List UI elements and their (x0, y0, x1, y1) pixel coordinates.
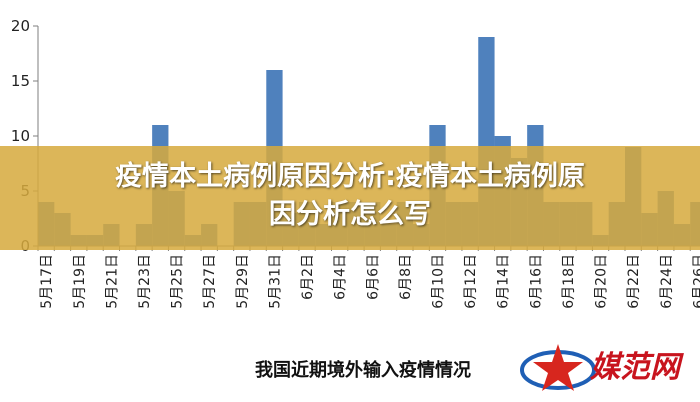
x-tick-label: 6月10日 (430, 254, 446, 309)
x-tick-label: 5月21日 (104, 254, 120, 309)
x-tick-label: 5月27日 (202, 254, 218, 309)
banner-title-line-1: 疫情本土病例原因分析:疫情本土病例原 (115, 161, 585, 192)
watermark-text: 媒范网 (590, 350, 680, 385)
x-tick-label: 6月8日 (398, 254, 414, 300)
x-tick-label: 6月18日 (561, 254, 577, 309)
x-tick-label: 6月26日 (691, 254, 700, 309)
x-tick-label: 5月29日 (235, 254, 251, 309)
x-tick-label: 6月22日 (626, 254, 642, 309)
title-banner (0, 146, 700, 250)
x-tick-label: 6月4日 (333, 254, 349, 300)
x-tick-label: 5月17日 (39, 254, 55, 309)
x-tick-label: 6月6日 (365, 254, 381, 300)
x-tick-label: 6月2日 (300, 254, 316, 300)
banner-title-line-2: 因分析怎么写 (269, 199, 431, 230)
x-tick-label: 6月24日 (659, 254, 675, 309)
y-tick-label: 15 (11, 72, 30, 90)
x-tick-label: 5月31日 (267, 254, 283, 309)
star-logo-icon (520, 344, 596, 391)
watermark-logo: 媒范网 (518, 334, 700, 398)
x-tick-label: 5月23日 (137, 254, 153, 309)
x-tick-label: 5月19日 (72, 254, 88, 309)
x-tick-label: 6月16日 (528, 254, 544, 309)
x-tick-label: 6月14日 (496, 254, 512, 309)
y-tick-label: 10 (11, 127, 30, 145)
x-tick-label: 6月12日 (463, 254, 479, 309)
x-tick-label: 5月25日 (170, 254, 186, 309)
y-tick-label: 20 (11, 17, 30, 35)
chart-caption: 我国近期境外输入疫情情况 (255, 360, 471, 381)
banner-title: 疫情本土病例原因分析:疫情本土病例原 因分析怎么写 (30, 158, 670, 234)
x-tick-label: 6月20日 (594, 254, 610, 309)
